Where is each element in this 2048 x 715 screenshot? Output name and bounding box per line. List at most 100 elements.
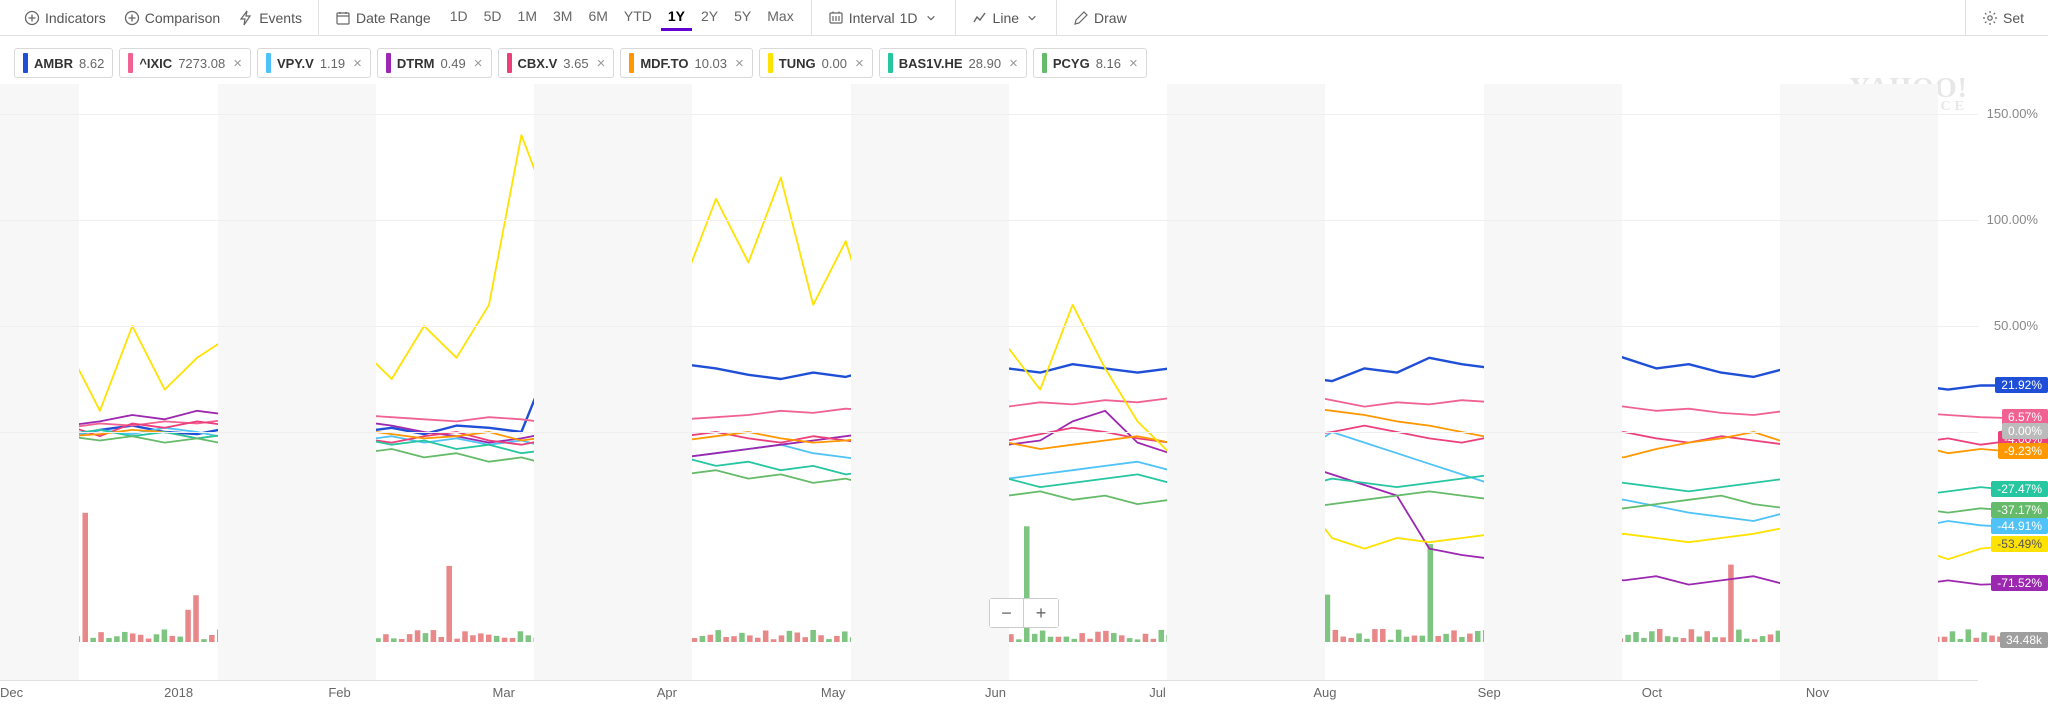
date-range-button[interactable]: Date Range bbox=[329, 6, 437, 30]
ticker-chip-vpyv[interactable]: VPY.V1.19× bbox=[257, 48, 371, 78]
ticker-value: 0.00 bbox=[822, 56, 847, 71]
line-chart-icon bbox=[972, 10, 988, 26]
x-tick: Feb bbox=[328, 685, 350, 700]
ticker-symbol: BAS1V.HE bbox=[899, 56, 963, 71]
ticker-symbol: TUNG bbox=[779, 56, 816, 71]
ticker-chip-bas1vhe[interactable]: BAS1V.HE 28.90 × bbox=[879, 48, 1027, 78]
ticker-swatch bbox=[888, 53, 893, 73]
ticker-swatch bbox=[507, 53, 512, 73]
events-label: Events bbox=[259, 10, 302, 26]
ticker-value: 0.49 bbox=[440, 56, 465, 71]
ticker-value: 10.03 bbox=[694, 56, 727, 71]
comparison-button[interactable]: Comparison bbox=[118, 6, 226, 30]
zoom-in-button[interactable]: + bbox=[1024, 599, 1058, 627]
ticker-symbol: VPY.V bbox=[277, 56, 314, 71]
range-1m[interactable]: 1M bbox=[511, 4, 544, 31]
ticker-value: 28.90 bbox=[969, 56, 1002, 71]
indicators-label: Indicators bbox=[45, 10, 106, 26]
end-label-ambr: 21.92% bbox=[1995, 377, 2048, 393]
comparison-label: Comparison bbox=[145, 10, 220, 26]
range-3m[interactable]: 3M bbox=[546, 4, 579, 31]
ticker-swatch bbox=[128, 53, 133, 73]
x-tick: Aug bbox=[1313, 685, 1336, 700]
chart-type-label: Line bbox=[993, 10, 1019, 26]
chevron-down-icon bbox=[1024, 10, 1040, 26]
interval-icon bbox=[828, 10, 844, 26]
ticker-chip-ambr[interactable]: AMBR 8.62 bbox=[14, 48, 113, 78]
chart-type-button[interactable]: Line bbox=[966, 6, 1046, 30]
ticker-value: 3.65 bbox=[563, 56, 588, 71]
x-axis: Dec2018FebMarAprMayJunJulAugSepOctNov bbox=[0, 680, 1978, 704]
x-tick: Nov bbox=[1806, 685, 1829, 700]
chevron-down-icon bbox=[923, 10, 939, 26]
ticker-chip-ixic[interactable]: ^IXIC7273.08× bbox=[119, 48, 251, 78]
ticker-swatch bbox=[266, 53, 271, 73]
close-icon[interactable]: × bbox=[853, 56, 864, 71]
gear-icon bbox=[1982, 10, 1998, 26]
ticker-chips: AMBR8.62^IXIC7273.08×VPY.V1.19×DTRM0.49×… bbox=[0, 36, 2048, 84]
close-icon[interactable]: × bbox=[1127, 56, 1138, 71]
ticker-symbol: AMBR bbox=[34, 56, 73, 71]
range-2y[interactable]: 2Y bbox=[694, 4, 725, 31]
zoom-out-button[interactable]: − bbox=[990, 599, 1024, 627]
ticker-chip-tung[interactable]: TUNG 0.00 × bbox=[759, 48, 873, 78]
end-label-tung: -53.49% bbox=[1991, 536, 2048, 552]
x-tick: Jun bbox=[985, 685, 1006, 700]
ticker-swatch bbox=[1042, 53, 1047, 73]
end-label-vpy.v: -44.91% bbox=[1991, 518, 2048, 534]
x-tick: May bbox=[821, 685, 846, 700]
ticker-chip-dtrm[interactable]: DTRM0.49× bbox=[377, 48, 492, 78]
range-6m[interactable]: 6M bbox=[581, 4, 614, 31]
end-label-zero: 0.00% bbox=[2002, 423, 2048, 439]
chart-area: 150.00%100.00%50.00%0.00% 21.92%6.57%-44… bbox=[0, 84, 2048, 704]
end-label-dtrm: -71.52% bbox=[1991, 575, 2048, 591]
ticker-symbol: MDF.TO bbox=[640, 56, 688, 71]
lightning-icon bbox=[238, 10, 254, 26]
close-icon[interactable]: × bbox=[231, 56, 242, 71]
ticker-swatch bbox=[386, 53, 391, 73]
x-tick: 2018 bbox=[164, 685, 193, 700]
x-tick: Dec bbox=[0, 685, 23, 700]
indicators-button[interactable]: Indicators bbox=[18, 6, 112, 30]
end-label-pcyg: -37.17% bbox=[1991, 502, 2048, 518]
ticker-value: 8.16 bbox=[1096, 56, 1121, 71]
plus-circle-icon bbox=[124, 10, 140, 26]
ticker-symbol: PCYG bbox=[1053, 56, 1090, 71]
range-1d[interactable]: 1D bbox=[443, 4, 475, 31]
close-icon[interactable]: × bbox=[595, 56, 606, 71]
interval-label: Interval bbox=[849, 10, 895, 26]
y-tick: 50.00% bbox=[1994, 318, 2038, 333]
draw-button[interactable]: Draw bbox=[1067, 6, 1133, 30]
x-tick: Mar bbox=[493, 685, 515, 700]
calendar-icon bbox=[335, 10, 351, 26]
close-icon[interactable]: × bbox=[733, 56, 744, 71]
end-label-mdf.to: -9.23% bbox=[1998, 443, 2048, 459]
range-max[interactable]: Max bbox=[760, 4, 800, 31]
close-icon[interactable]: × bbox=[351, 56, 362, 71]
ticker-chip-pcyg[interactable]: PCYG 8.16 × bbox=[1033, 48, 1147, 78]
end-label-bas1v.he: -27.47% bbox=[1991, 481, 2048, 497]
plus-circle-icon bbox=[24, 10, 40, 26]
x-tick: Oct bbox=[1642, 685, 1662, 700]
ticker-symbol: ^IXIC bbox=[139, 56, 172, 71]
range-5d[interactable]: 5D bbox=[477, 4, 509, 31]
interval-button[interactable]: Interval 1D bbox=[822, 6, 945, 30]
ticker-swatch bbox=[768, 53, 773, 73]
ticker-chip-mdfto[interactable]: MDF.TO 10.03 × bbox=[620, 48, 752, 78]
events-button[interactable]: Events bbox=[232, 6, 308, 30]
range-5y[interactable]: 5Y bbox=[727, 4, 758, 31]
range-1y[interactable]: 1Y bbox=[661, 4, 692, 31]
date-range-label: Date Range bbox=[356, 10, 431, 26]
ticker-symbol: CBX.V bbox=[518, 56, 558, 71]
x-tick: Sep bbox=[1478, 685, 1501, 700]
ticker-chip-cbxv[interactable]: CBX.V 3.65 × bbox=[498, 48, 615, 78]
pencil-icon bbox=[1073, 10, 1089, 26]
close-icon[interactable]: × bbox=[1007, 56, 1018, 71]
end-label-volume: 34.48k bbox=[2000, 632, 2048, 648]
draw-label: Draw bbox=[1094, 10, 1127, 26]
range-ytd[interactable]: YTD bbox=[617, 4, 659, 31]
settings-button[interactable]: Set bbox=[1976, 6, 2030, 30]
close-icon[interactable]: × bbox=[472, 56, 483, 71]
ticker-swatch bbox=[629, 53, 634, 73]
ticker-value: 8.62 bbox=[79, 56, 104, 71]
